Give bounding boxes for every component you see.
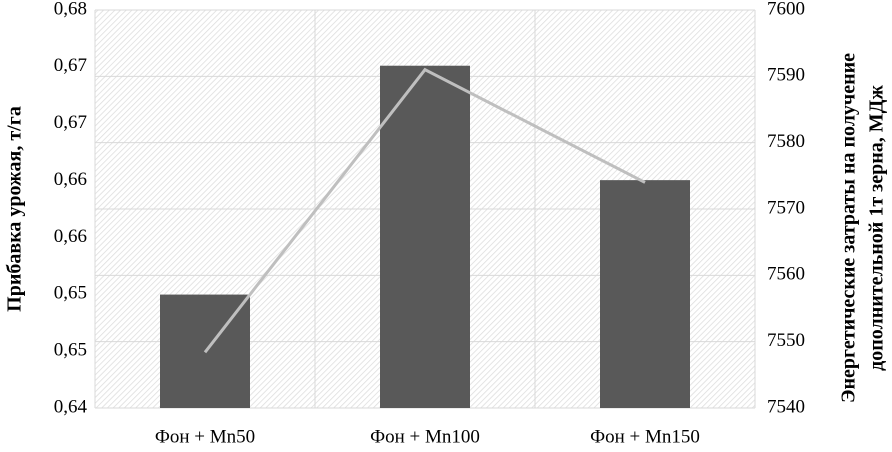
x-tick-label: Фон + Mn100: [370, 426, 480, 447]
y2-tick-label: 7540: [767, 396, 805, 417]
y-tick-label: 0,66: [54, 226, 87, 247]
bar: [380, 65, 470, 408]
y2-tick-label: 7570: [767, 197, 805, 218]
bar: [600, 180, 690, 408]
y-tick-label: 0,67: [54, 112, 87, 133]
y-tick-label: 0,64: [54, 396, 88, 417]
y2-tick-label: 7580: [767, 131, 805, 152]
y2-axis-title: дополнительной 1т зерна, МДж: [866, 85, 888, 371]
y-tick-label: 0,65: [54, 283, 87, 304]
x-tick-label: Фон + Mn50: [155, 426, 255, 447]
y2-tick-label: 7600: [767, 0, 805, 19]
line: [203, 67, 646, 354]
y-tick-label: 0,67: [54, 55, 87, 76]
y2-tick-label: 7560: [767, 264, 805, 285]
y2-axis-title: Энергетические затраты на получение: [838, 53, 860, 403]
y-tick-label: 0,65: [54, 340, 87, 361]
y-axis-title: Прибавка урожая, т/га: [4, 106, 26, 312]
y-tick-label: 0,66: [54, 169, 87, 190]
y2-tick-label: 7550: [767, 330, 805, 351]
y-tick-label: 0,68: [54, 0, 87, 19]
x-tick-label: Фон + Mn150: [590, 426, 700, 447]
y2-tick-label: 7590: [767, 65, 805, 86]
